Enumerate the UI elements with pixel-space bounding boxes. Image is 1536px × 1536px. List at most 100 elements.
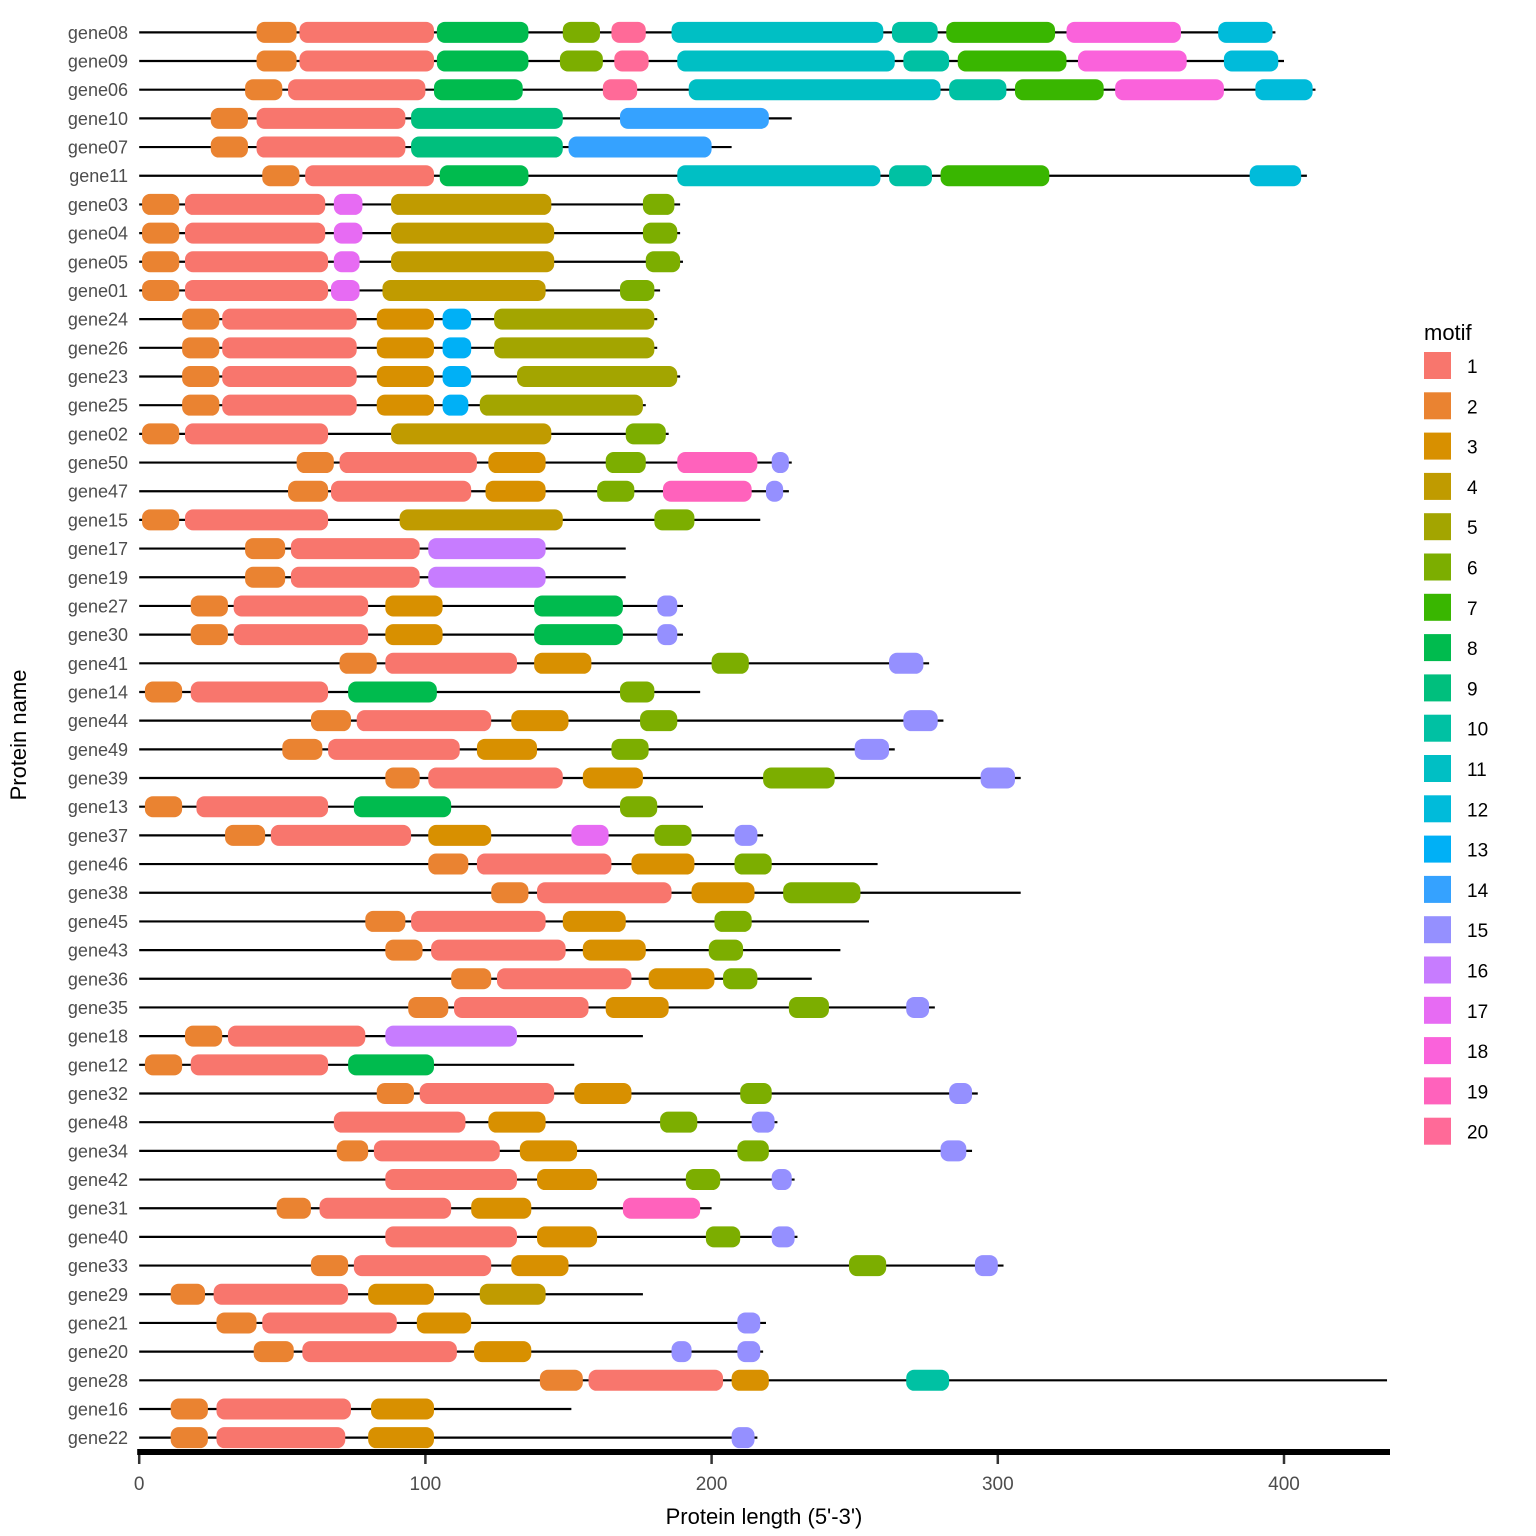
motif-block-2 — [182, 366, 220, 387]
motif-block-3 — [582, 767, 643, 789]
motif-block-6 — [562, 21, 600, 43]
motif-block-6 — [714, 910, 752, 932]
gene-label: gene18 — [68, 1027, 128, 1047]
gene-row-gene18: gene18 — [68, 1025, 643, 1047]
motif-block-17 — [333, 193, 363, 215]
gene-row-gene27: gene27 — [68, 595, 683, 617]
motif-block-1 — [184, 222, 326, 244]
gene-label: gene48 — [68, 1113, 128, 1133]
motif-block-6 — [559, 50, 603, 72]
gene-row-gene16: gene16 — [68, 1398, 572, 1420]
motif-block-2 — [170, 1427, 208, 1449]
motif-block-4 — [399, 509, 563, 531]
legend-label: 2 — [1467, 397, 1478, 418]
motif-block-18 — [1077, 50, 1187, 72]
gene-label: gene49 — [68, 740, 128, 760]
motif-block-10 — [949, 79, 1007, 101]
gene-row-gene08: gene08 — [68, 21, 1276, 43]
motif-block-1 — [184, 423, 329, 445]
motif-block-6 — [640, 710, 678, 732]
legend-swatch-motif-7 — [1424, 593, 1451, 621]
legend-swatch-motif-4 — [1424, 472, 1451, 500]
motif-block-1 — [190, 681, 329, 703]
motif-block-4 — [391, 193, 552, 215]
motif-block-6 — [685, 1169, 721, 1191]
motif-block-6 — [783, 882, 861, 904]
motif-block-19 — [662, 480, 752, 502]
gene-row-gene38: gene38 — [68, 882, 1021, 904]
legend-item-motif-8: 8 — [1424, 634, 1478, 662]
gene-row-gene20: gene20 — [68, 1341, 764, 1363]
gene-label: gene50 — [68, 453, 128, 473]
gene-row-gene36: gene36 — [68, 968, 812, 990]
motif-block-12 — [1249, 165, 1302, 187]
motif-block-2 — [408, 996, 449, 1018]
motif-block-2 — [182, 337, 220, 359]
motif-block-6 — [642, 222, 678, 244]
motif-block-1 — [196, 796, 329, 818]
motif-block-1 — [222, 366, 357, 387]
legend-label: 14 — [1467, 881, 1489, 902]
motif-block-3 — [511, 710, 569, 732]
motif-block-6 — [625, 423, 666, 445]
motif-block-1 — [184, 509, 329, 531]
motif-block-18 — [1066, 21, 1181, 43]
motif-block-6 — [620, 681, 655, 703]
motif-block-6 — [620, 796, 658, 818]
motif-block-1 — [496, 968, 632, 990]
motif-block-1 — [537, 882, 672, 904]
motif-block-12 — [1255, 79, 1313, 101]
gene-label: gene04 — [68, 224, 128, 244]
motif-block-2 — [245, 538, 286, 560]
motif-block-16 — [385, 1025, 517, 1047]
gene-label: gene07 — [68, 138, 128, 158]
motif-block-15 — [737, 1341, 761, 1363]
legend-label: 13 — [1467, 841, 1488, 862]
motif-block-3 — [648, 968, 715, 990]
motif-block-8 — [353, 796, 452, 818]
gene-label: gene36 — [68, 969, 128, 989]
gene-row-gene45: gene45 — [68, 910, 870, 932]
motif-block-3 — [368, 1427, 434, 1449]
motif-block-6 — [660, 1111, 698, 1133]
gene-label: gene02 — [68, 424, 128, 444]
gene-label: gene09 — [68, 52, 128, 72]
motif-block-15 — [671, 1341, 692, 1363]
gene-label: gene12 — [68, 1055, 128, 1075]
motif-block-4 — [391, 222, 555, 244]
motif-block-8 — [436, 21, 529, 43]
gene-label: gene11 — [69, 166, 128, 186]
motif-block-12 — [1218, 21, 1273, 43]
gene-row-gene13: gene13 — [68, 796, 704, 818]
motif-block-6 — [705, 1226, 741, 1248]
motif-block-2 — [142, 251, 180, 273]
gene-row-gene46: gene46 — [68, 853, 878, 875]
motif-block-9 — [411, 136, 563, 158]
motif-block-15 — [734, 824, 758, 846]
motif-block-2 — [245, 79, 283, 101]
motif-block-15 — [771, 1169, 792, 1191]
gene-row-gene43: gene43 — [68, 939, 841, 961]
motif-block-1 — [299, 50, 434, 72]
legend-item-motif-3: 3 — [1424, 432, 1478, 460]
motif-block-1 — [373, 1140, 500, 1162]
gene-label: gene23 — [68, 367, 128, 387]
gene-row-gene21: gene21 — [68, 1312, 766, 1334]
motif-block-18 — [1115, 79, 1224, 101]
gene-label: gene47 — [68, 482, 128, 502]
legend-swatch-motif-14 — [1424, 875, 1451, 903]
motif-block-2 — [170, 1398, 208, 1420]
motif-block-15 — [889, 652, 924, 674]
gene-row-gene14: gene14 — [68, 681, 701, 703]
motif-block-6 — [605, 452, 646, 474]
motif-block-7 — [1014, 79, 1104, 101]
motif-block-2 — [225, 824, 266, 846]
motif-block-2 — [182, 308, 220, 330]
legend-label: 17 — [1467, 1002, 1488, 1023]
motif-block-1 — [428, 767, 563, 789]
motif-block-3 — [537, 1226, 598, 1248]
legend-swatch-motif-17 — [1424, 996, 1451, 1024]
motif-block-17 — [330, 279, 360, 301]
motif-block-2 — [253, 1341, 294, 1363]
legend-swatch-motif-19 — [1424, 1077, 1451, 1105]
